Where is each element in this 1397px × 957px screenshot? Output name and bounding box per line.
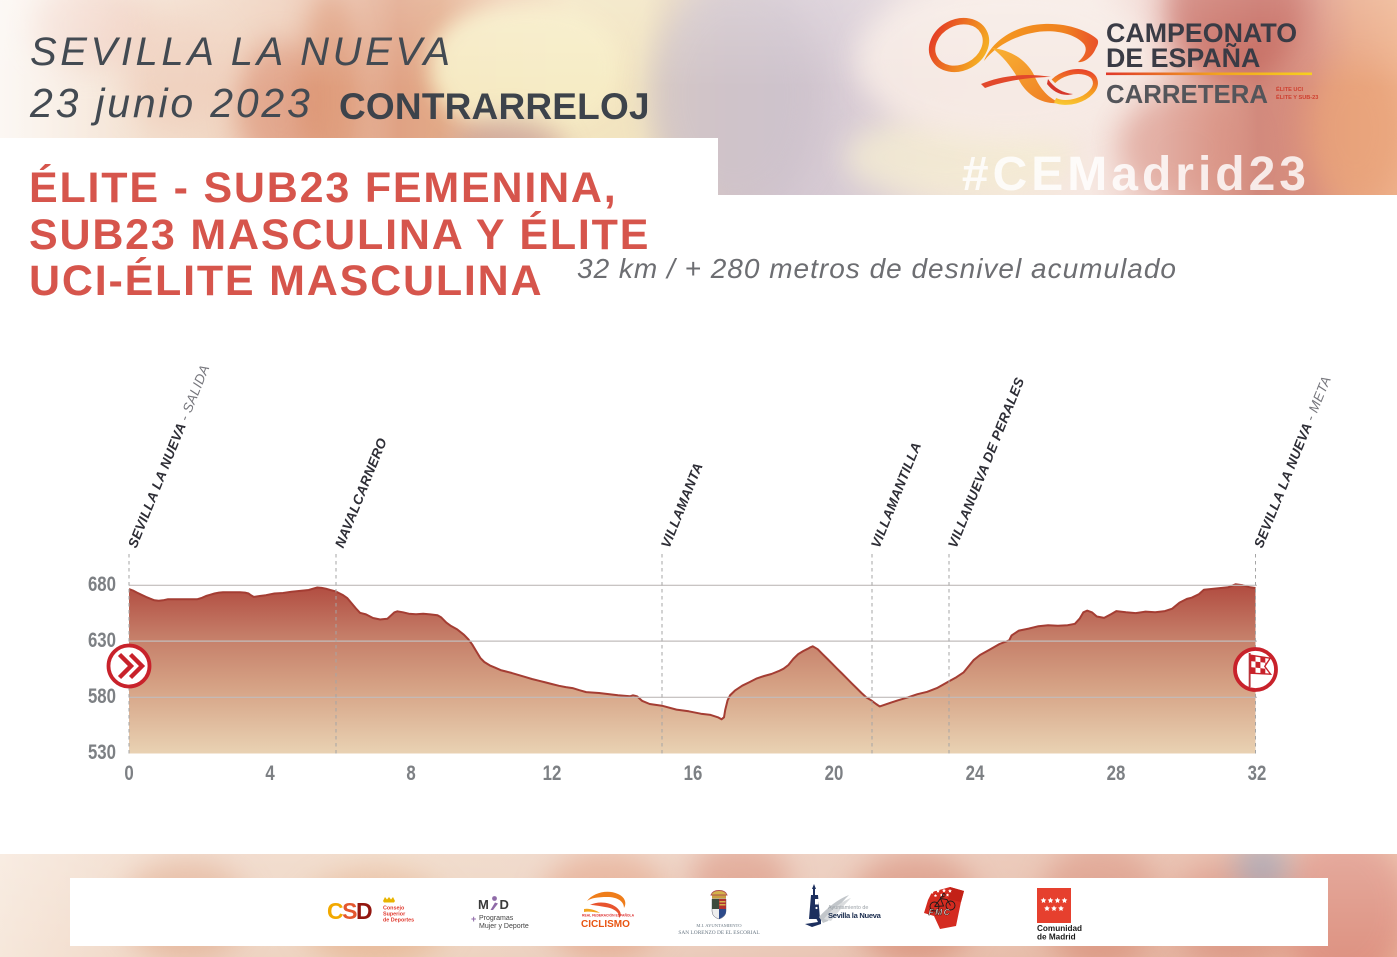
svg-text:ÉLITE Y SUB-23: ÉLITE Y SUB-23 xyxy=(1276,93,1318,101)
svg-text:SAN LORENZO DE EL ESCORIAL: SAN LORENZO DE EL ESCORIAL xyxy=(678,930,759,936)
svg-text:Comunidad: Comunidad xyxy=(1037,924,1082,933)
svg-text:Mujer y Deporte: Mujer y Deporte xyxy=(479,923,529,930)
svg-text:FMC: FMC xyxy=(929,907,952,917)
svg-text:de Madrid: de Madrid xyxy=(1037,933,1076,942)
svg-text:Sevilla la Nueva: Sevilla la Nueva xyxy=(828,911,882,920)
svg-text:CSD: CSD xyxy=(327,898,372,924)
svg-text:D: D xyxy=(500,897,509,912)
svg-text:+: + xyxy=(471,914,476,924)
svg-text:M: M xyxy=(478,897,489,912)
svg-text:Ayuntamiento de: Ayuntamiento de xyxy=(828,905,868,911)
svg-text:Superior: Superior xyxy=(383,912,406,918)
svg-text:Programas: Programas xyxy=(479,915,514,922)
svg-text:CAMPEONATO: CAMPEONATO xyxy=(1106,18,1297,48)
svg-text:CARRETERA: CARRETERA xyxy=(1106,81,1268,109)
svg-text:REAL FEDERACIÓN ESPAÑOLA: REAL FEDERACIÓN ESPAÑOLA xyxy=(582,913,635,918)
svg-text:ÉLITE UCI: ÉLITE UCI xyxy=(1276,85,1303,93)
svg-text:Consejo: Consejo xyxy=(383,906,405,912)
svg-text:CICLISMO: CICLISMO xyxy=(581,919,630,930)
svg-text:M.I. A​YUNTAMIENTO: M.I. A​YUNTAMIENTO xyxy=(696,923,742,928)
svg-text:de Deportes: de Deportes xyxy=(383,918,414,924)
svg-text:DE ESPAÑA: DE ESPAÑA xyxy=(1106,42,1260,73)
